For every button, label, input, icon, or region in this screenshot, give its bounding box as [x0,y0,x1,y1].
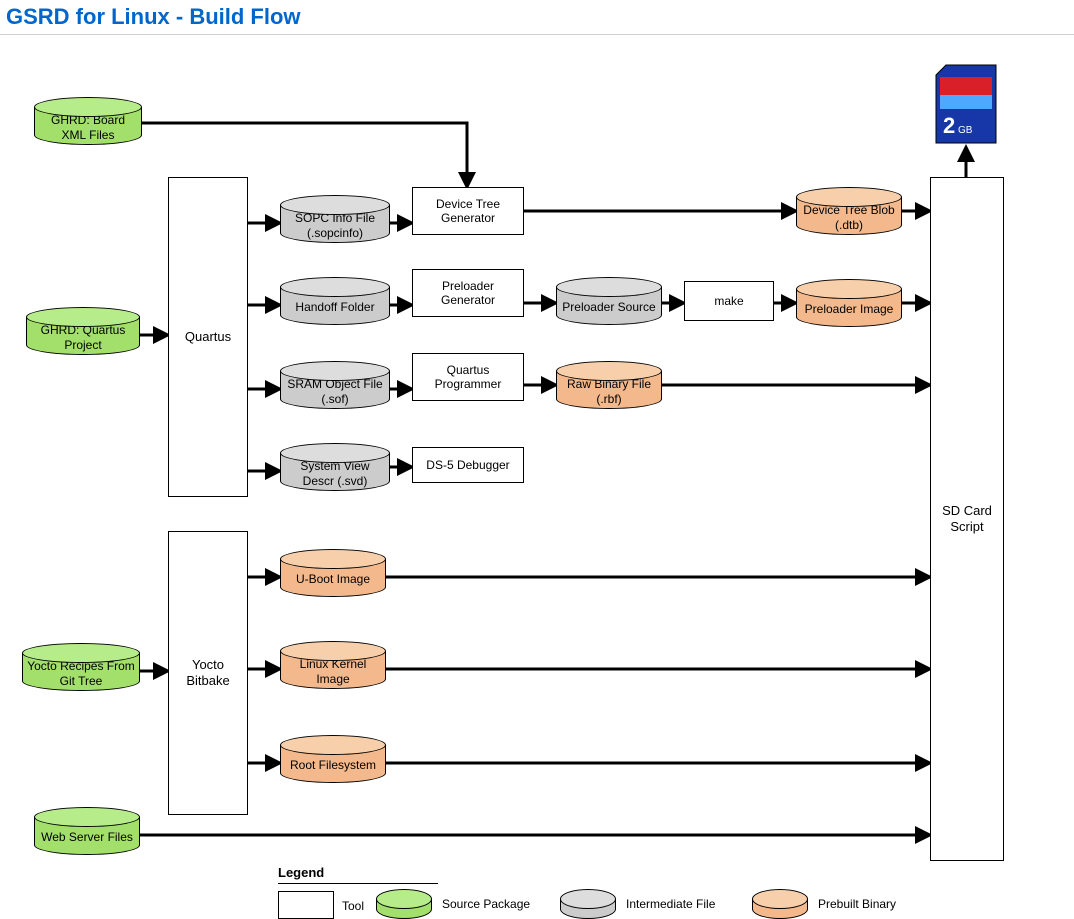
node-top [34,97,142,117]
node-label: Device Tree Blob (.dtb) [801,203,897,232]
node-label: make [714,294,743,308]
node-sopc_info: SOPC Info File (.sopcinfo) [280,195,390,243]
node-top [556,277,662,297]
node-svd: System View Descr (.svd) [280,443,390,491]
node-top [752,889,808,909]
node-top [280,195,390,215]
node-top [280,735,386,755]
node-legend-source_package [376,889,432,919]
node-sd_card_script: SD Card Script [930,177,1004,861]
node-sram_sof: SRAM Object File (.sof) [280,361,390,409]
node-ghrd_quartus_proj: GHRD: Quartus Project [26,307,140,355]
legend-swatch-tool [278,891,334,919]
node-label: Web Server Files [41,830,133,844]
node-label: Device Tree Generator [415,197,521,226]
node-top [280,443,390,463]
node-label: GHRD: Board XML Files [39,113,137,142]
node-raw_binary_rbf: Raw Binary File (.rbf) [556,361,662,409]
node-quartus_prog: Quartus Programmer [412,353,524,401]
node-label: SRAM Object File (.sof) [285,377,385,406]
node-label: Yocto Bitbake [171,657,245,688]
node-top [796,279,902,299]
node-label: Preloader Generator [415,279,521,308]
node-preloader_source: Preloader Source [556,277,662,325]
node-yocto_bitbake: Yocto Bitbake [168,531,248,815]
node-label: Handoff Folder [295,300,374,314]
node-legend-prebuilt [752,889,808,919]
arrows-layer [0,35,1074,905]
node-top [22,643,140,663]
node-ds5: DS-5 Debugger [412,447,524,483]
node-top [556,361,662,381]
node-label: SD Card Script [933,503,1001,534]
node-top [280,361,390,381]
legend-label: Prebuilt Binary [818,897,896,911]
node-label: Quartus [185,329,231,345]
node-web_server_files: Web Server Files [34,807,140,855]
node-legend-intermediate [560,889,616,919]
legend-label: Source Package [442,897,530,911]
node-top [280,641,386,661]
node-label: Linux Kernel Image [285,657,381,686]
node-root_fs: Root Filesystem [280,735,386,783]
node-label: Yocto Recipes From Git Tree [27,659,135,688]
node-top [796,187,902,207]
node-label: U-Boot Image [296,572,370,586]
legend-label: Intermediate File [626,897,715,911]
node-device_tree_gen: Device Tree Generator [412,187,524,235]
node-quartus: Quartus [168,177,248,497]
node-handoff_folder: Handoff Folder [280,277,390,325]
node-device_tree_blob: Device Tree Blob (.dtb) [796,187,902,235]
sd-capacity-unit: GB [958,125,972,136]
node-top [376,889,432,909]
page-title: GSRD for Linux - Build Flow [0,0,1074,35]
node-ghrd_board_xml: GHRD: Board XML Files [34,97,142,145]
node-top [280,277,390,297]
flowchart-canvas: GHRD: Board XML Files GHRD: Quartus Proje… [0,35,1074,905]
node-label: Preloader Image [805,302,894,316]
node-top [560,889,616,909]
node-label: DS-5 Debugger [426,458,509,472]
legend-title: Legend [278,865,324,880]
node-top [34,807,140,827]
node-label: Preloader Source [562,300,655,314]
node-make: make [684,281,774,321]
node-uboot_image: U-Boot Image [280,549,386,597]
node-top [26,307,140,327]
node-label: Root Filesystem [290,758,376,772]
node-yocto_recipes: Yocto Recipes From Git Tree [22,643,140,691]
node-label: SOPC Info File (.sopcinfo) [285,211,385,240]
node-label: Raw Binary File (.rbf) [561,377,657,406]
node-label: Quartus Programmer [415,363,521,392]
node-preloader_gen: Preloader Generator [412,269,524,317]
node-label: System View Descr (.svd) [285,459,385,488]
node-preloader_image: Preloader Image [796,279,902,327]
node-linux_kernel: Linux Kernel Image [280,641,386,689]
sd-capacity-number: 2 [943,113,955,139]
legend-label: Tool [342,899,364,913]
node-label: GHRD: Quartus Project [31,323,135,352]
node-top [280,549,386,569]
legend-underline [278,883,438,884]
